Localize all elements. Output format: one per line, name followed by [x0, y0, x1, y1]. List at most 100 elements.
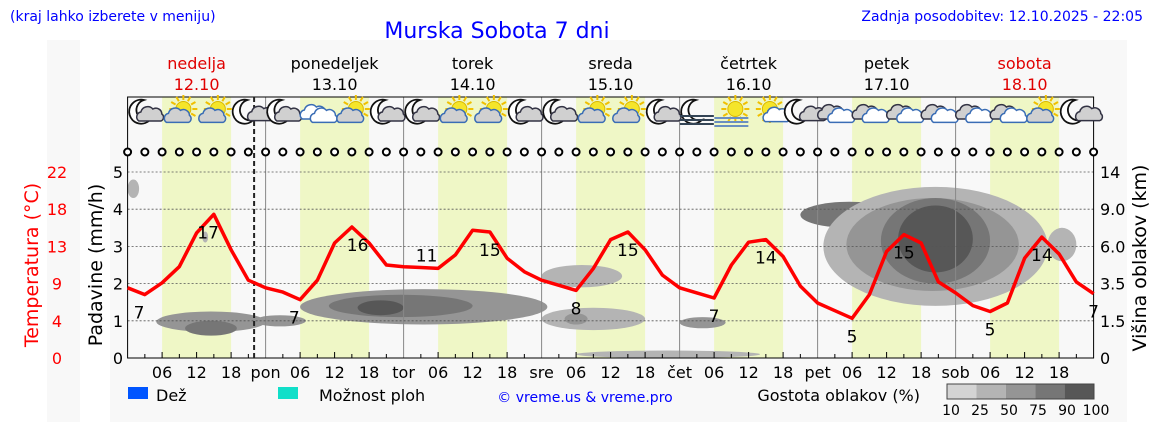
sun-ray [359, 96, 364, 102]
sun-ray [175, 96, 180, 102]
cloud-density-swatch [1064, 384, 1094, 399]
hour-tick-label: 06 [290, 363, 310, 382]
day-name: petek [864, 54, 910, 73]
plot-frame [127, 96, 1095, 359]
wind-marker [847, 147, 857, 157]
sun-ray [190, 101, 196, 106]
sun-disc [727, 101, 744, 117]
sun-ray [501, 112, 507, 117]
moon-icon [369, 98, 395, 125]
last-updated: Zadnja posodobitev: 12.10.2025 - 22:05 [861, 9, 1143, 25]
wind-marker [226, 147, 236, 157]
wind-marker [761, 147, 771, 157]
hour-tick-label: 18 [359, 363, 379, 382]
moon-icon [231, 98, 257, 125]
temp-tick-label: 13 [47, 237, 67, 256]
hour-tick-label: 12 [462, 363, 482, 382]
sun-ray [205, 101, 211, 106]
cloud-density-patch [541, 265, 623, 288]
sun-cloud-icon [198, 95, 232, 124]
day-name: torek [452, 54, 494, 73]
temperature-label: 15 [479, 241, 501, 261]
sun-ray [773, 96, 778, 102]
sun-ray [589, 96, 594, 102]
legend-cloud-density: Gostota oblakov (%) [757, 386, 920, 405]
day-date: 18.10 [1002, 75, 1048, 94]
temperature-label: 14 [1031, 246, 1053, 266]
hour-tick-label: 06 [842, 363, 862, 382]
cloud-density-patch [357, 300, 404, 316]
temperature-label: 17 [197, 223, 219, 243]
cloud-icon [377, 105, 406, 122]
temperature-label: 5 [985, 321, 996, 341]
temperature-label: 7 [1088, 303, 1099, 323]
wind-marker [899, 147, 909, 157]
moon-fog-icon [679, 98, 714, 125]
sun-ray [722, 101, 729, 106]
wind-marker [657, 147, 667, 157]
temperature-label: 5 [847, 327, 858, 347]
sun-ray [1037, 96, 1043, 102]
cloud-icon [1074, 105, 1104, 122]
temp-tick-label: 18 [47, 200, 67, 219]
cloud-icon [474, 107, 503, 124]
cloud-density-patch [898, 205, 973, 273]
temp-tick-label: 0 [52, 349, 62, 368]
day-abbr-tick: pon [251, 363, 281, 382]
hour-tick-label: 06 [704, 363, 724, 382]
cloud-density-label: 100 [1083, 403, 1110, 419]
daylight-band [714, 97, 784, 358]
sun-ray [466, 101, 472, 106]
wind-marker [295, 147, 305, 157]
day-abbr-tick: pet [804, 363, 830, 382]
sun-ray [1053, 112, 1059, 117]
cloud-density-label: 25 [971, 403, 989, 419]
day-date: 17.10 [864, 75, 910, 94]
wind-marker [1020, 147, 1030, 157]
cloud-density-patch [202, 231, 209, 243]
sun-ray [1049, 96, 1054, 102]
location-hint[interactable]: (kraj lahko izberete v meniju) [10, 9, 216, 25]
temperature-label: 7 [709, 307, 720, 327]
sun-ray [225, 101, 231, 106]
moon-cloud-icon [507, 98, 544, 125]
wind-marker [692, 147, 702, 157]
wind-marker [485, 147, 495, 157]
wind-marker [1054, 147, 1064, 157]
day-date: 14.10 [450, 75, 496, 94]
rain-tick-label: 5 [113, 163, 123, 182]
wind-marker [554, 147, 564, 157]
copyright-link[interactable]: © vreme.us & vreme.pro [497, 390, 672, 406]
rain-tick-label: 1 [113, 312, 123, 331]
wind-marker [968, 147, 978, 157]
cloud-height-tick-label: 1.5 [1100, 312, 1125, 331]
cloud-density-swatch [947, 384, 977, 399]
sun-cloud-icon [1026, 95, 1060, 124]
wind-marker [209, 147, 219, 157]
sun-ray [347, 96, 353, 102]
sun-ray [186, 96, 192, 102]
moon-icon [507, 98, 533, 125]
wind-marker [433, 147, 443, 157]
day-abbr-tick: sre [529, 363, 553, 382]
hour-tick-label: 06 [152, 363, 172, 382]
moon-icon [266, 98, 291, 125]
moon-icon [783, 98, 809, 125]
sun-ray [777, 101, 783, 106]
cloud-density-patch [679, 317, 726, 329]
sun-ray [485, 96, 491, 102]
day-abbr-tick: sob [941, 363, 969, 382]
cloud-height-tick-label: 6.0 [1100, 237, 1125, 256]
moon-cloud-icon [266, 98, 303, 125]
rain-tick-label: 4 [113, 200, 123, 219]
sun-ray [761, 96, 767, 102]
wind-marker [1071, 147, 1081, 157]
day-name: nedelja [167, 54, 226, 73]
overcast-icon [851, 103, 890, 124]
hour-tick-label: 18 [1049, 363, 1069, 382]
sun-ray [363, 101, 369, 106]
temperature-label: 7 [134, 304, 145, 324]
sun-ray [742, 112, 748, 117]
moon-icon [404, 98, 429, 125]
sun-ray [466, 112, 472, 117]
